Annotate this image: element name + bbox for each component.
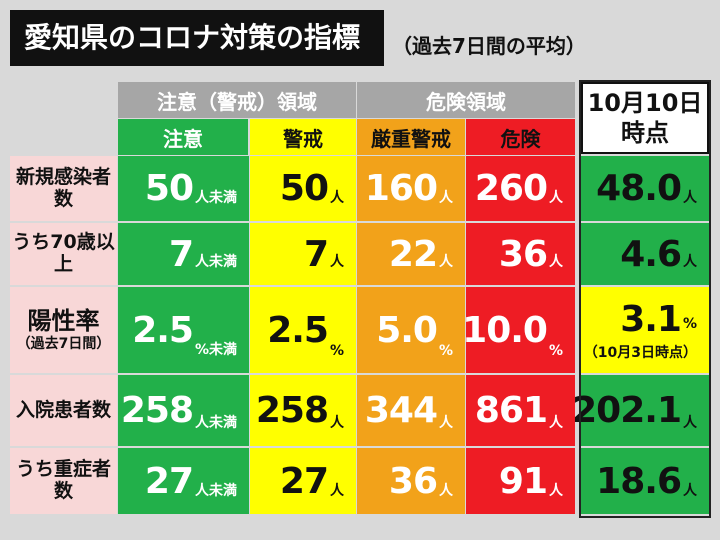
threshold-unit: 人 (439, 415, 453, 431)
value-severe: 160 人 (357, 156, 465, 221)
current-unit: 人 (683, 190, 697, 206)
value-warning: 50 人 (250, 156, 356, 221)
threshold-number: 2.5 (132, 309, 194, 351)
current-date: 10月10日 (587, 89, 703, 117)
value-caution: 2.5 %未満 (118, 287, 249, 373)
page-subtitle: （過去7日間の平均） (392, 34, 586, 58)
row-label-text: うち70歳以上 (12, 231, 115, 275)
threshold-number: 260 (474, 168, 548, 209)
threshold-number: 861 (474, 390, 548, 431)
threshold-unit: 人未満 (195, 254, 237, 270)
threshold-number: 7 (168, 233, 194, 275)
current-value: 4.6 人 (581, 223, 709, 285)
danger-group-header: 危険領域 (357, 82, 575, 118)
current-unit: 人 (683, 483, 697, 499)
threshold-unit: %未満 (194, 342, 237, 358)
threshold-number: 10.0 (462, 309, 548, 351)
value-caution: 50 人未満 (118, 156, 249, 221)
current-date-header: 10月10日 時点 (581, 82, 709, 154)
threshold-unit: 人 (330, 254, 344, 270)
row-label: うち重症者数 (10, 448, 117, 514)
value-danger: 91 人 (466, 448, 575, 514)
threshold-unit: 人未満 (195, 483, 237, 499)
current-unit: 人 (683, 254, 697, 270)
threshold-unit: 人 (439, 483, 453, 499)
threshold-unit: 人 (549, 483, 563, 499)
value-caution: 258 人未満 (118, 375, 249, 446)
threshold-number: 22 (388, 233, 438, 275)
current-date-suffix: 時点 (621, 119, 669, 147)
threshold-unit: 人未満 (195, 415, 237, 431)
value-danger: 10.0% (462, 287, 575, 373)
threshold-unit: 人 (439, 254, 453, 270)
value-danger: 861 人 (466, 375, 575, 446)
row-label: 入院患者数 (10, 375, 117, 446)
threshold-number: 27 (144, 460, 194, 502)
current-number: 3.1 (620, 298, 682, 340)
row-label-text: うち重症者数 (15, 458, 111, 502)
threshold-number: 258 (120, 390, 194, 431)
current-number: 18.6 (596, 460, 682, 502)
threshold-number: 7 (303, 233, 329, 275)
threshold-number: 36 (388, 460, 438, 502)
col-header-danger: 危険 (466, 119, 575, 155)
threshold-unit: % (438, 343, 453, 359)
current-value: 3.1% （10月3日時点） (581, 287, 709, 373)
threshold-unit: 人 (439, 190, 453, 206)
current-unit: % (682, 315, 697, 332)
threshold-unit: 人 (330, 190, 344, 206)
value-warning: 258 人 (250, 375, 356, 446)
current-note: （10月3日時点） (583, 344, 697, 361)
value-danger: 260 人 (466, 156, 575, 221)
row-label: 新規感染者数 (10, 156, 117, 221)
threshold-unit: 人未満 (195, 190, 237, 206)
current-number: 202.1 (572, 390, 682, 431)
threshold-number: 27 (279, 460, 329, 502)
value-severe: 5.0% (357, 287, 465, 373)
value-caution: 7 人未満 (118, 223, 249, 285)
threshold-number: 160 (364, 168, 438, 209)
row-label-text: 入院患者数 (15, 398, 111, 421)
value-danger: 36 人 (466, 223, 575, 285)
current-value: 18.6 人 (581, 448, 709, 514)
threshold-unit: % (329, 343, 344, 359)
value-warning: 27 人 (250, 448, 356, 514)
row-label-text: 陽性率 (27, 307, 100, 336)
threshold-unit: 人 (330, 483, 344, 499)
value-warning: 2.5% (250, 287, 356, 373)
current-number: 4.6 (620, 233, 682, 275)
threshold-number: 36 (498, 233, 548, 275)
page-title: 愛知県のコロナ対策の指標 (10, 10, 384, 66)
current-number: 48.0 (596, 168, 682, 209)
threshold-unit: 人 (549, 190, 563, 206)
current-unit: 人 (683, 415, 697, 431)
threshold-number: 258 (255, 390, 329, 431)
current-value: 202.1 人 (572, 375, 709, 446)
row-label-text: 新規感染者数 (15, 165, 111, 210)
threshold-unit: 人 (330, 415, 344, 431)
threshold-unit: 人 (549, 415, 563, 431)
value-severe: 22 人 (357, 223, 465, 285)
row-label: うち70歳以上 (10, 223, 117, 285)
threshold-number: 50 (279, 168, 329, 209)
value-caution: 27 人未満 (118, 448, 249, 514)
value-severe: 344 人 (357, 375, 465, 446)
row-sublabel-text: （過去7日間） (16, 335, 111, 352)
threshold-number: 2.5 (267, 309, 329, 351)
threshold-unit: 人 (549, 254, 563, 270)
col-header-severe: 厳重警戒 (357, 119, 465, 155)
threshold-number: 344 (364, 390, 438, 431)
current-value: 48.0 人 (581, 156, 709, 221)
col-header-caution: 注意 (118, 119, 249, 155)
threshold-number: 50 (144, 168, 194, 209)
threshold-unit: % (548, 343, 563, 359)
row-label: 陽性率 （過去7日間） (10, 287, 117, 373)
col-header-warning: 警戒 (250, 119, 356, 155)
threshold-number: 5.0 (376, 309, 438, 351)
value-severe: 36 人 (357, 448, 465, 514)
threshold-number: 91 (498, 460, 548, 502)
caution-group-header: 注意（警戒）領域 (118, 82, 356, 118)
